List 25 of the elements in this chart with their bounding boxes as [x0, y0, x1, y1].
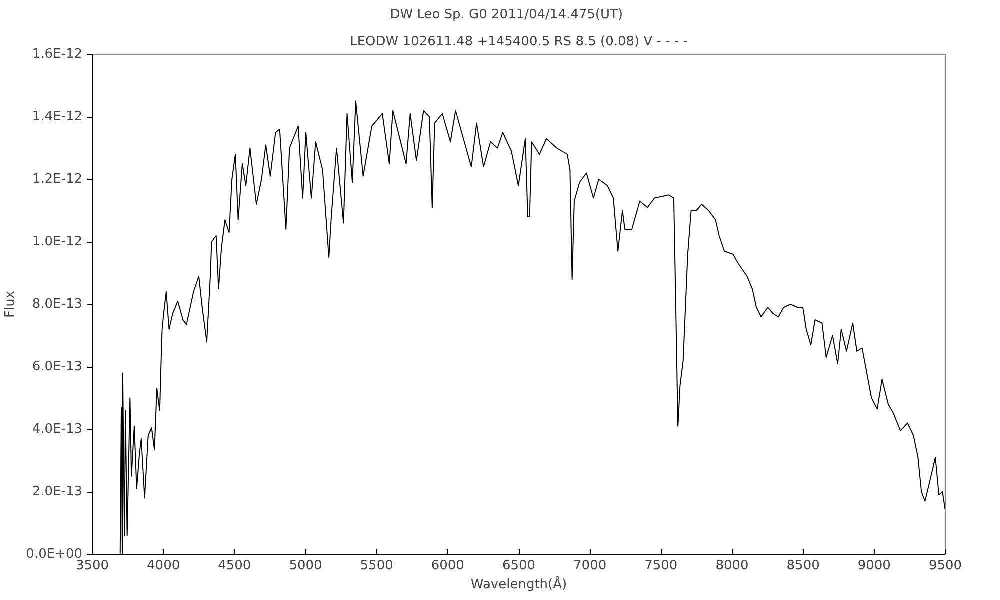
x-tick-label: 8500 [786, 558, 820, 574]
y-axis-title: Flux [3, 290, 18, 318]
x-tick-label: 8000 [716, 558, 749, 574]
x-axis-title: Wavelength(Å) [470, 576, 568, 592]
y-tick-label: 1.0E-12 [32, 234, 83, 250]
x-tick-label: 9500 [928, 558, 962, 574]
x-tick-label: 4000 [147, 558, 180, 574]
y-tick-label: 1.4E-12 [32, 110, 83, 124]
x-tick-label: 3500 [76, 558, 110, 574]
y-tick-label: 1.2E-12 [32, 172, 83, 187]
x-tick-label: 5000 [289, 558, 322, 574]
x-tick-label: 7000 [574, 558, 607, 574]
chart-subtitle: LEODW 102611.48 +145400.5 RS 8.5 (0.08) V - - - - [350, 34, 688, 50]
x-tick-label: 4500 [218, 558, 252, 574]
x-tick-label: 6500 [502, 558, 536, 574]
y-tick-label: 4.0E-13 [32, 422, 83, 437]
x-tick-label: 6000 [431, 558, 464, 574]
chart-title: DW Leo Sp. G0 2011/04/14.475(UT) [390, 8, 624, 22]
x-tick-label: 7500 [644, 558, 678, 574]
y-tick-label: 6.0E-13 [32, 360, 83, 374]
x-tick-label: 9000 [858, 558, 891, 574]
x-tick-label: 5500 [360, 558, 394, 574]
y-tick-label: 1.6E-12 [32, 47, 83, 62]
y-tick-label: 2.0E-13 [32, 484, 83, 500]
y-tick-label: 8.0E-13 [32, 297, 83, 312]
